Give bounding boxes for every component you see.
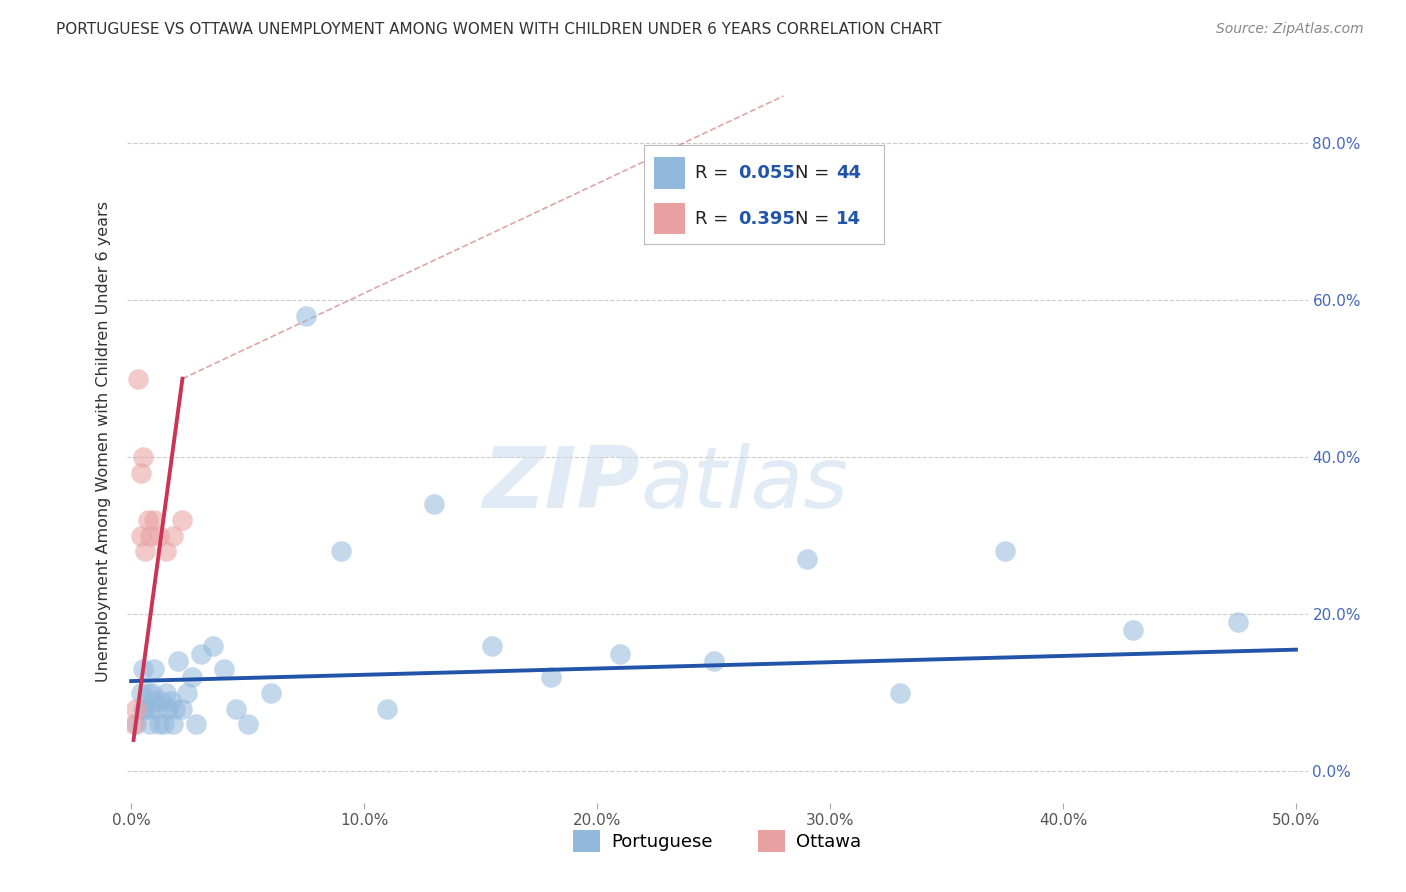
Point [186, 717, 208, 731]
Text: 44: 44 [837, 164, 860, 182]
Point [122, 717, 145, 731]
Point [214, 662, 236, 676]
Point [141, 686, 163, 700]
Point [190, 647, 212, 661]
Text: PORTUGUESE VS OTTAWA UNEMPLOYMENT AMONG WOMEN WITH CHILDREN UNDER 6 YEARS CORREL: PORTUGUESE VS OTTAWA UNEMPLOYMENT AMONG … [56, 22, 942, 37]
Y-axis label: Unemployment Among Women with Children Under 6 years: Unemployment Among Women with Children U… [96, 201, 111, 682]
Point [143, 513, 166, 527]
Point [260, 686, 283, 700]
Point [994, 544, 1017, 558]
Text: R =: R = [695, 164, 734, 182]
Point [134, 544, 156, 558]
Point [132, 450, 155, 465]
Point [129, 686, 152, 700]
Text: 0.055: 0.055 [738, 164, 794, 182]
Bar [654, 157, 685, 188]
Bar [654, 202, 685, 235]
Point [295, 309, 318, 323]
Text: R =: R = [695, 210, 734, 227]
Point [129, 466, 152, 480]
Point [180, 670, 202, 684]
Point [125, 701, 148, 715]
Point [155, 686, 177, 700]
Text: 14: 14 [837, 210, 860, 227]
Point [201, 639, 224, 653]
Point [329, 544, 352, 558]
Point [139, 701, 162, 715]
Point [166, 655, 188, 669]
Point [165, 701, 187, 715]
Text: Source: ZipAtlas.com: Source: ZipAtlas.com [1216, 22, 1364, 37]
Point [703, 655, 725, 669]
Point [236, 717, 259, 731]
Point [150, 694, 173, 708]
Point [377, 701, 399, 715]
Point [423, 497, 446, 511]
Point [143, 694, 166, 708]
Point [162, 717, 184, 731]
Text: N =: N = [796, 164, 835, 182]
Point [172, 701, 194, 715]
Point [889, 686, 911, 700]
Point [481, 639, 503, 653]
Point [1122, 623, 1144, 637]
Point [148, 529, 170, 543]
Point [157, 701, 180, 715]
Point [136, 513, 159, 527]
Point [609, 647, 631, 661]
Point [540, 670, 562, 684]
Point [136, 686, 159, 700]
Point [172, 513, 194, 527]
Point [132, 701, 155, 715]
Point [139, 529, 162, 543]
Point [153, 717, 176, 731]
Point [146, 701, 169, 715]
Point [1226, 615, 1249, 630]
Text: atlas: atlas [640, 443, 848, 526]
Point [148, 717, 170, 731]
Point [127, 372, 149, 386]
Point [176, 686, 198, 700]
Text: ZIP: ZIP [482, 443, 640, 526]
Text: N =: N = [796, 210, 835, 227]
Point [134, 701, 156, 715]
Point [155, 544, 177, 558]
Text: 0.395: 0.395 [738, 210, 794, 227]
Point [143, 662, 166, 676]
Point [139, 717, 162, 731]
Point [129, 529, 152, 543]
Point [159, 694, 181, 708]
Legend: Portuguese, Ottawa: Portuguese, Ottawa [567, 822, 868, 859]
Point [796, 552, 818, 566]
Point [162, 529, 184, 543]
Point [225, 701, 247, 715]
Point [132, 662, 155, 676]
Point [125, 717, 148, 731]
